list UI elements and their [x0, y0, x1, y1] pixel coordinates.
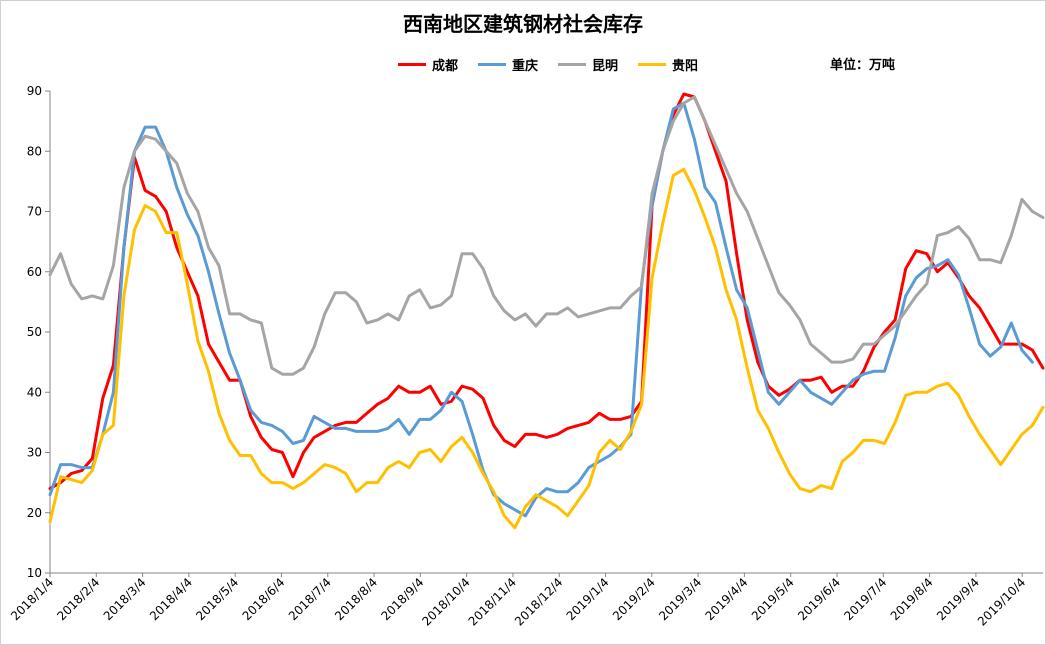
- legend-label-chongqing: 重庆: [512, 58, 539, 74]
- x-tick-label: 2018/3/4: [101, 575, 149, 623]
- y-tick-label: 10: [27, 566, 42, 580]
- chart-title: 西南地区建筑钢材社会库存: [403, 12, 643, 36]
- legend-label-chengdu: 成都: [432, 58, 459, 74]
- y-tick-label: 60: [27, 265, 42, 279]
- x-tick-label: 2019/4/4: [703, 575, 751, 623]
- legend-swatch-chongqing: [478, 62, 507, 66]
- x-tick-label: 2018/5/4: [193, 575, 241, 623]
- legend-swatch-kunming: [558, 62, 587, 66]
- legend: 成都 重庆 昆明 贵阳: [398, 54, 718, 74]
- legend-label-guiyang: 贵阳: [672, 58, 699, 74]
- legend-item-kunming: 昆明: [558, 55, 618, 74]
- x-tick-label: 2019/7/4: [841, 575, 889, 623]
- x-tick-label: 2018/8/4: [332, 575, 380, 623]
- x-tick-label: 2019/2/4: [610, 575, 658, 623]
- x-tick-label: 2018/9/4: [378, 575, 426, 623]
- x-tick-label: 2018/11/4: [466, 575, 519, 628]
- x-tick-label: 2019/6/4: [795, 575, 843, 623]
- series-lines: [48, 92, 1045, 530]
- series-line-0: [48, 92, 1045, 491]
- x-tick-label: 2018/10/4: [419, 575, 472, 628]
- x-tick-label: 2019/10/4: [975, 575, 1028, 628]
- x-tick-label: 2019/8/4: [888, 575, 936, 623]
- unit-label: 单位：万吨: [830, 58, 896, 73]
- x-tick-label: 2018/4/4: [147, 575, 195, 623]
- x-tick-label: 2018/1/4: [8, 575, 56, 623]
- x-tick-label: 2019/5/4: [749, 575, 797, 623]
- legend-item-guiyang: 贵阳: [638, 55, 698, 74]
- y-tick-label: 40: [27, 385, 42, 399]
- y-tick-label: 90: [27, 84, 42, 98]
- x-tick-label: 2018/2/4: [54, 575, 102, 623]
- legend-swatch-chengdu: [398, 62, 426, 66]
- legend-item-chengdu: 成都: [398, 55, 458, 74]
- y-tick-label: 80: [27, 144, 42, 158]
- x-tick-label: 2019/1/4: [564, 575, 612, 623]
- y-tick-label: 20: [27, 506, 42, 520]
- y-tick-label: 50: [27, 325, 42, 339]
- x-tick-label: 2019/9/4: [934, 575, 982, 623]
- x-tick-label: 2018/7/4: [286, 575, 334, 623]
- series-line-1: [48, 101, 1034, 518]
- x-tick-label: 2018/12/4: [512, 575, 565, 628]
- y-tick-label: 70: [27, 205, 42, 219]
- series-line-3: [48, 167, 1045, 530]
- series-line-2: [48, 95, 1045, 376]
- legend-label-kunming: 昆明: [592, 58, 619, 74]
- legend-swatch-guiyang: [638, 62, 667, 66]
- x-tick-label: 2018/6/4: [240, 575, 288, 623]
- y-tick-label: 30: [27, 446, 42, 460]
- x-tick-label: 2019/3/4: [656, 575, 704, 623]
- legend-item-chongqing: 重庆: [478, 55, 538, 74]
